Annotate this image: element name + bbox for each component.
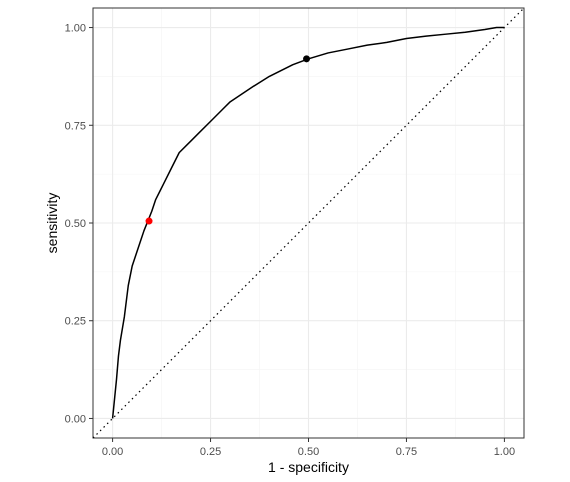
grid-major <box>93 8 524 438</box>
x-axis-ticks: 0.00 0.25 0.50 0.75 1.00 <box>102 438 515 458</box>
highlight-point-black <box>303 55 311 63</box>
y-tick-label: 0.25 <box>65 316 86 328</box>
x-tick-label: 0.00 <box>102 446 123 458</box>
x-axis-title: 1 - specificity <box>268 459 349 475</box>
x-tick-label: 0.25 <box>200 446 221 458</box>
y-axis-ticks: 0.00 0.25 0.50 0.75 1.00 <box>65 23 93 425</box>
y-tick-label: 1.00 <box>65 23 86 35</box>
x-tick-label: 0.50 <box>298 446 319 458</box>
x-tick-label: 1.00 <box>494 446 515 458</box>
x-tick-label: 0.75 <box>396 446 417 458</box>
y-tick-label: 0.75 <box>65 120 86 132</box>
y-axis-title: sensitivity <box>44 193 60 254</box>
highlight-point-red <box>145 217 153 225</box>
chance-diagonal-line <box>92 7 525 439</box>
roc-curve-line <box>111 26 505 419</box>
y-tick-label: 0.00 <box>65 413 86 425</box>
y-tick-label: 0.50 <box>65 218 86 230</box>
